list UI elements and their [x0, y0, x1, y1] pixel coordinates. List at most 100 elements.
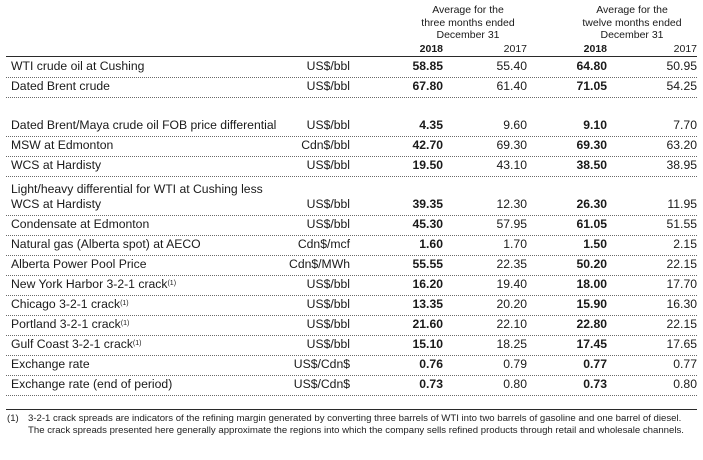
row-unit: US$/bbl: [306, 337, 350, 351]
footnote-ref: (1): [120, 300, 129, 307]
table-row: MSW at Edmonton Cdn$/bbl 42.70 69.30 69.30 63…: [6, 137, 697, 157]
cell-q2018: 16.20: [412, 277, 444, 291]
table-row: Gulf Coast 3-2-1 crack(1) US$/bbl 15.10 18.…: [6, 336, 697, 356]
row-label-text: Dated Brent/Maya crude oil FOB price dif…: [11, 118, 277, 132]
row-unit: US$/bbl: [306, 217, 350, 231]
header-twelve-months-line: December 31: [600, 29, 664, 42]
cell-q2018: 58.85: [412, 59, 444, 73]
cell-y2018: 0.77: [583, 357, 607, 371]
row-label: Chicago 3-2-1 crack(1): [11, 297, 281, 312]
row-label-text: Dated Brent crude: [11, 79, 110, 93]
table-row: New York Harbor 3-2-1 crack(1) US$/bbl 16.…: [6, 276, 697, 296]
cell-q2017: 0.80: [503, 377, 527, 391]
cell-y2018: 1.50: [583, 237, 607, 251]
row-unit: US$/bbl: [306, 158, 350, 172]
row-label: Dated Brent/Maya crude oil FOB price dif…: [11, 118, 281, 133]
cell-q2018: 39.35: [412, 197, 444, 211]
row-unit: US$/bbl: [306, 297, 350, 311]
table-row: Dated Brent/Maya crude oil FOB price dif…: [6, 98, 697, 137]
cell-q2018: 19.50: [412, 158, 444, 172]
cell-y2018: 17.45: [576, 337, 608, 351]
row-unit: US$/bbl: [306, 118, 350, 132]
row-unit: US$/bbl: [306, 317, 350, 331]
row-label-text: Exchange rate: [11, 357, 90, 371]
row-label-text: WCS at Hardisty: [11, 158, 102, 172]
cell-q2017: 18.25: [496, 337, 528, 351]
row-label: Gulf Coast 3-2-1 crack(1): [11, 337, 281, 352]
footnote-ref: (1): [120, 320, 130, 327]
row-label-text: Condensate at Edmonton: [11, 217, 150, 231]
cell-q2017: 9.60: [503, 118, 527, 132]
header-twelve-months-line: twelve months ended: [582, 16, 682, 29]
row-label-text: Alberta Power Pool Price: [11, 257, 147, 271]
table-row: Exchange rate (end of period) US$/Cdn$ 0.7…: [6, 376, 697, 396]
row-unit: US$/Cdn$: [293, 357, 350, 371]
header-three-months-line: three months ended: [421, 16, 515, 29]
cell-y2017: 0.80: [673, 377, 697, 391]
footnote-marker: (1): [7, 413, 19, 424]
table-row: Portland 3-2-1 crack(1) US$/bbl 21.60 22.10…: [6, 316, 697, 336]
row-label: Portland 3-2-1 crack(1): [11, 317, 281, 332]
cell-q2017: 57.95: [496, 217, 528, 231]
cell-y2018: 64.80: [576, 59, 608, 73]
footnote-ref: (1): [167, 280, 177, 287]
row-label-text: Exchange rate (end of period): [11, 377, 173, 391]
cell-q2017: 0.79: [503, 357, 527, 371]
cell-q2017: 20.20: [496, 297, 528, 311]
cell-q2018: 4.35: [419, 118, 443, 132]
table-row: Natural gas (Alberta spot) at AECO Cdn$/m…: [6, 236, 697, 256]
year-header-q2017: 2017: [503, 43, 527, 55]
row-label: Light/heavy differential for WTI at Cush…: [11, 182, 281, 212]
footnote-text: 3-2-1 crack spreads are indicators of th…: [28, 413, 684, 437]
cell-q2017: 43.10: [496, 158, 528, 172]
cell-y2018: 69.30: [576, 138, 608, 152]
row-label-text: MSW at Edmonton: [11, 138, 114, 152]
row-unit: US$/bbl: [306, 59, 350, 73]
cell-q2017: 1.70: [503, 237, 527, 251]
row-label: Dated Brent crude: [11, 79, 281, 94]
cell-y2018: 0.73: [583, 377, 607, 391]
row-label: Alberta Power Pool Price: [11, 257, 281, 272]
header-three-months-line: Average for the: [432, 4, 504, 16]
year-header-y2018: 2018: [583, 43, 607, 55]
cell-y2018: 71.05: [576, 79, 608, 93]
cell-y2017: 11.95: [667, 197, 697, 211]
cell-y2018: 9.10: [583, 118, 607, 132]
cell-y2018: 15.90: [576, 297, 608, 311]
header-twelve-months: Average for the twelve months ended Dece…: [569, 4, 695, 42]
row-label: Natural gas (Alberta spot) at AECO: [11, 237, 281, 252]
table-row: Condensate at Edmonton US$/bbl 45.30 57.95 6…: [6, 216, 697, 236]
row-label-text: Portland 3-2-1 crack: [11, 317, 121, 331]
row-label-text: WTI crude oil at Cushing: [11, 59, 145, 73]
cell-q2017: 22.10: [496, 317, 528, 331]
cell-y2017: 63.20: [666, 138, 698, 152]
row-unit: Cdn$/mcf: [297, 237, 350, 251]
table-row: WCS at Hardisty US$/bbl 19.50 43.10 38.50 38.…: [6, 157, 697, 177]
year-header-row: 2018 2017 2018 2017: [0, 43, 703, 55]
cell-q2018: 13.35: [412, 297, 444, 311]
cell-q2018: 45.30: [412, 217, 444, 231]
row-label: Exchange rate: [11, 357, 281, 372]
cell-y2018: 38.50: [576, 158, 608, 172]
cell-y2017: 54.25: [666, 79, 698, 93]
cell-q2018: 42.70: [412, 138, 444, 152]
cell-y2017: 38.95: [666, 158, 698, 172]
cell-q2018: 55.55: [412, 257, 444, 271]
cell-y2017: 0.77: [673, 357, 697, 371]
cell-y2017: 22.15: [666, 257, 698, 271]
cell-q2017: 12.30: [496, 197, 528, 211]
cell-q2017: 55.40: [496, 59, 528, 73]
row-label: Exchange rate (end of period): [11, 377, 281, 392]
table-row: Exchange rate US$/Cdn$ 0.76 0.79 0.77 0.77: [6, 356, 697, 376]
cell-q2018: 67.80: [412, 79, 444, 93]
cell-y2017: 50.95: [666, 59, 698, 73]
row-unit: Cdn$/bbl: [301, 138, 350, 152]
row-unit: US$/bbl: [306, 277, 350, 291]
row-label: New York Harbor 3-2-1 crack(1): [11, 277, 281, 292]
row-label: WTI crude oil at Cushing: [11, 59, 281, 74]
table-top-rule: [6, 56, 697, 57]
header-twelve-months-line: Average for the: [596, 4, 668, 16]
cell-q2018: 21.60: [412, 317, 444, 331]
cell-y2017: 22.15: [666, 317, 698, 331]
